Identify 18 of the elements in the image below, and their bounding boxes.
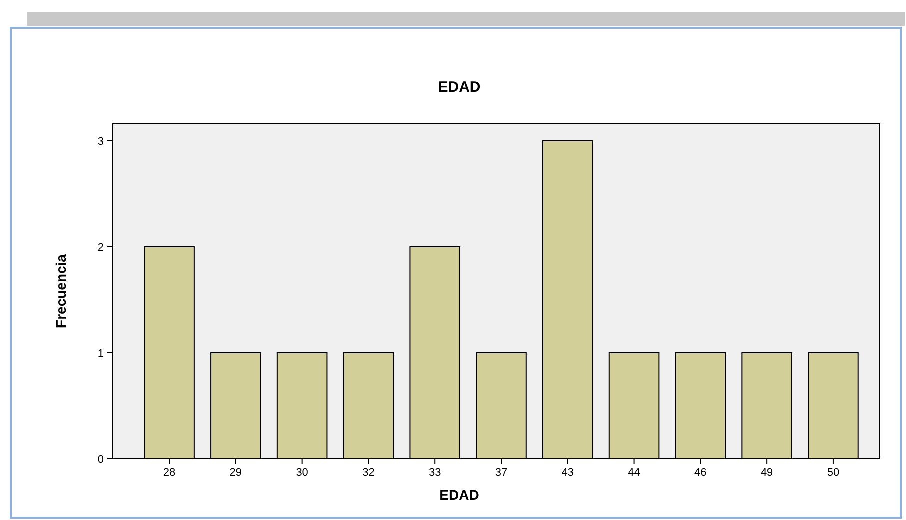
x-tick-label: 44 [628,467,640,479]
x-tick-label: 49 [760,467,774,479]
x-tick-label: 43 [562,467,574,479]
y-tick-label: 3 [98,136,104,148]
y-tick-label: 0 [98,454,104,466]
y-axis-title: Frecuencia [53,254,69,328]
x-tick-label: 33 [428,467,442,479]
x-tick-label: 29 [230,467,242,479]
x-axis-title: EDAD [440,487,480,503]
y-tick-label: 2 [98,242,104,254]
y-tick-label: 1 [98,348,104,360]
x-tick-label: 46 [694,467,707,479]
x-tick-label: 28 [163,467,176,479]
x-tick-label: 50 [827,467,840,479]
x-tick-label: 32 [362,467,375,479]
chart-title: EDAD [438,79,481,96]
x-tick-label: 30 [296,467,308,479]
x-tick-label: 37 [495,467,508,479]
